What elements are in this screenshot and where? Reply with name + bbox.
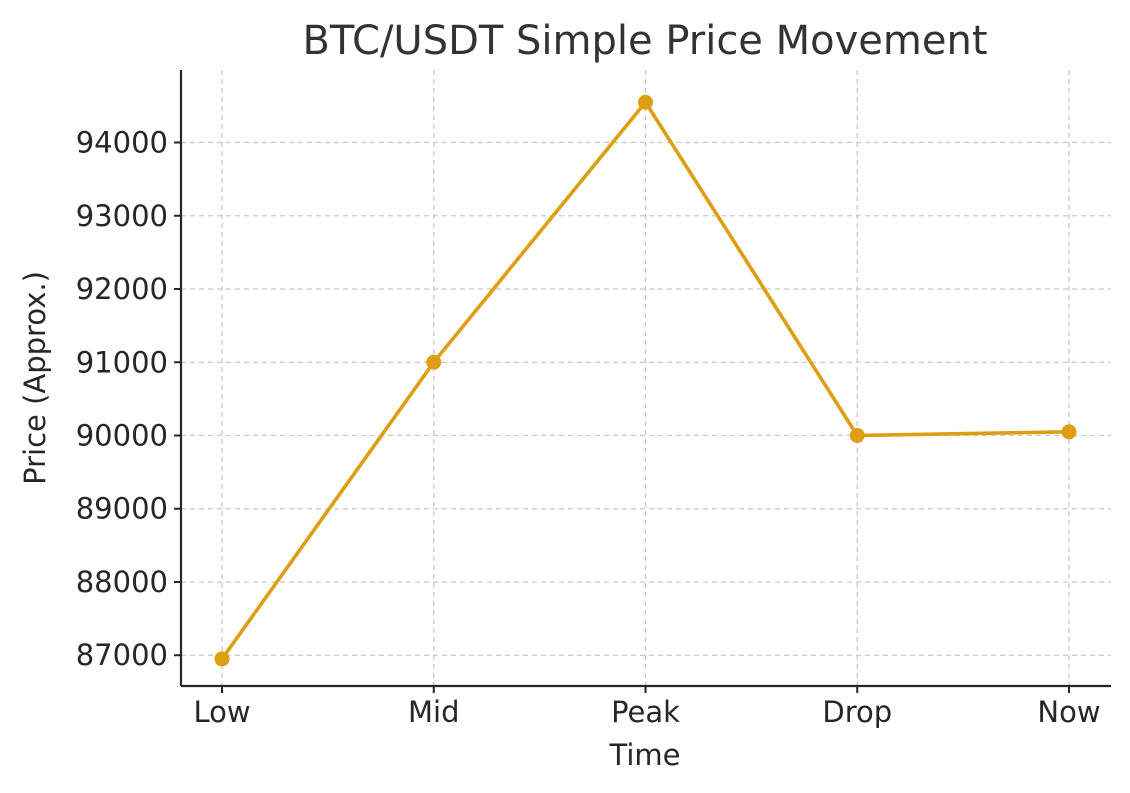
y-tick-label: 90000 — [76, 418, 168, 452]
x-tick-label-drop: Drop — [822, 695, 892, 729]
y-tick-label: 94000 — [76, 126, 168, 160]
x-tick-label-low: Low — [193, 695, 250, 729]
x-tick-label-now: Now — [1037, 695, 1100, 729]
x-tick-label-peak: Peak — [611, 695, 680, 729]
series-layer — [214, 94, 1077, 667]
data-point-peak — [638, 94, 653, 110]
y-tick-label: 88000 — [76, 565, 168, 599]
data-point-mid — [426, 354, 442, 370]
y-tick-label: 91000 — [76, 345, 168, 379]
ticks-layer: 87000 88000 89000 90000 91000 92000 93000 94000… — [76, 126, 1101, 729]
y-axis-label: Price (Approx.) — [18, 271, 52, 485]
grid-layer — [181, 70, 1111, 686]
x-tick-label-mid: Mid — [408, 695, 460, 729]
data-point-now — [1061, 424, 1077, 440]
y-tick-label: 93000 — [76, 199, 168, 233]
data-point-drop — [849, 427, 865, 443]
data-point-low — [214, 651, 230, 667]
x-axis-label: Time — [609, 738, 681, 772]
y-tick-label: 92000 — [76, 272, 168, 306]
y-tick-label: 87000 — [76, 638, 168, 672]
y-tick-label: 89000 — [76, 492, 168, 526]
chart-title: BTC/USDT Simple Price Movement — [302, 18, 987, 64]
